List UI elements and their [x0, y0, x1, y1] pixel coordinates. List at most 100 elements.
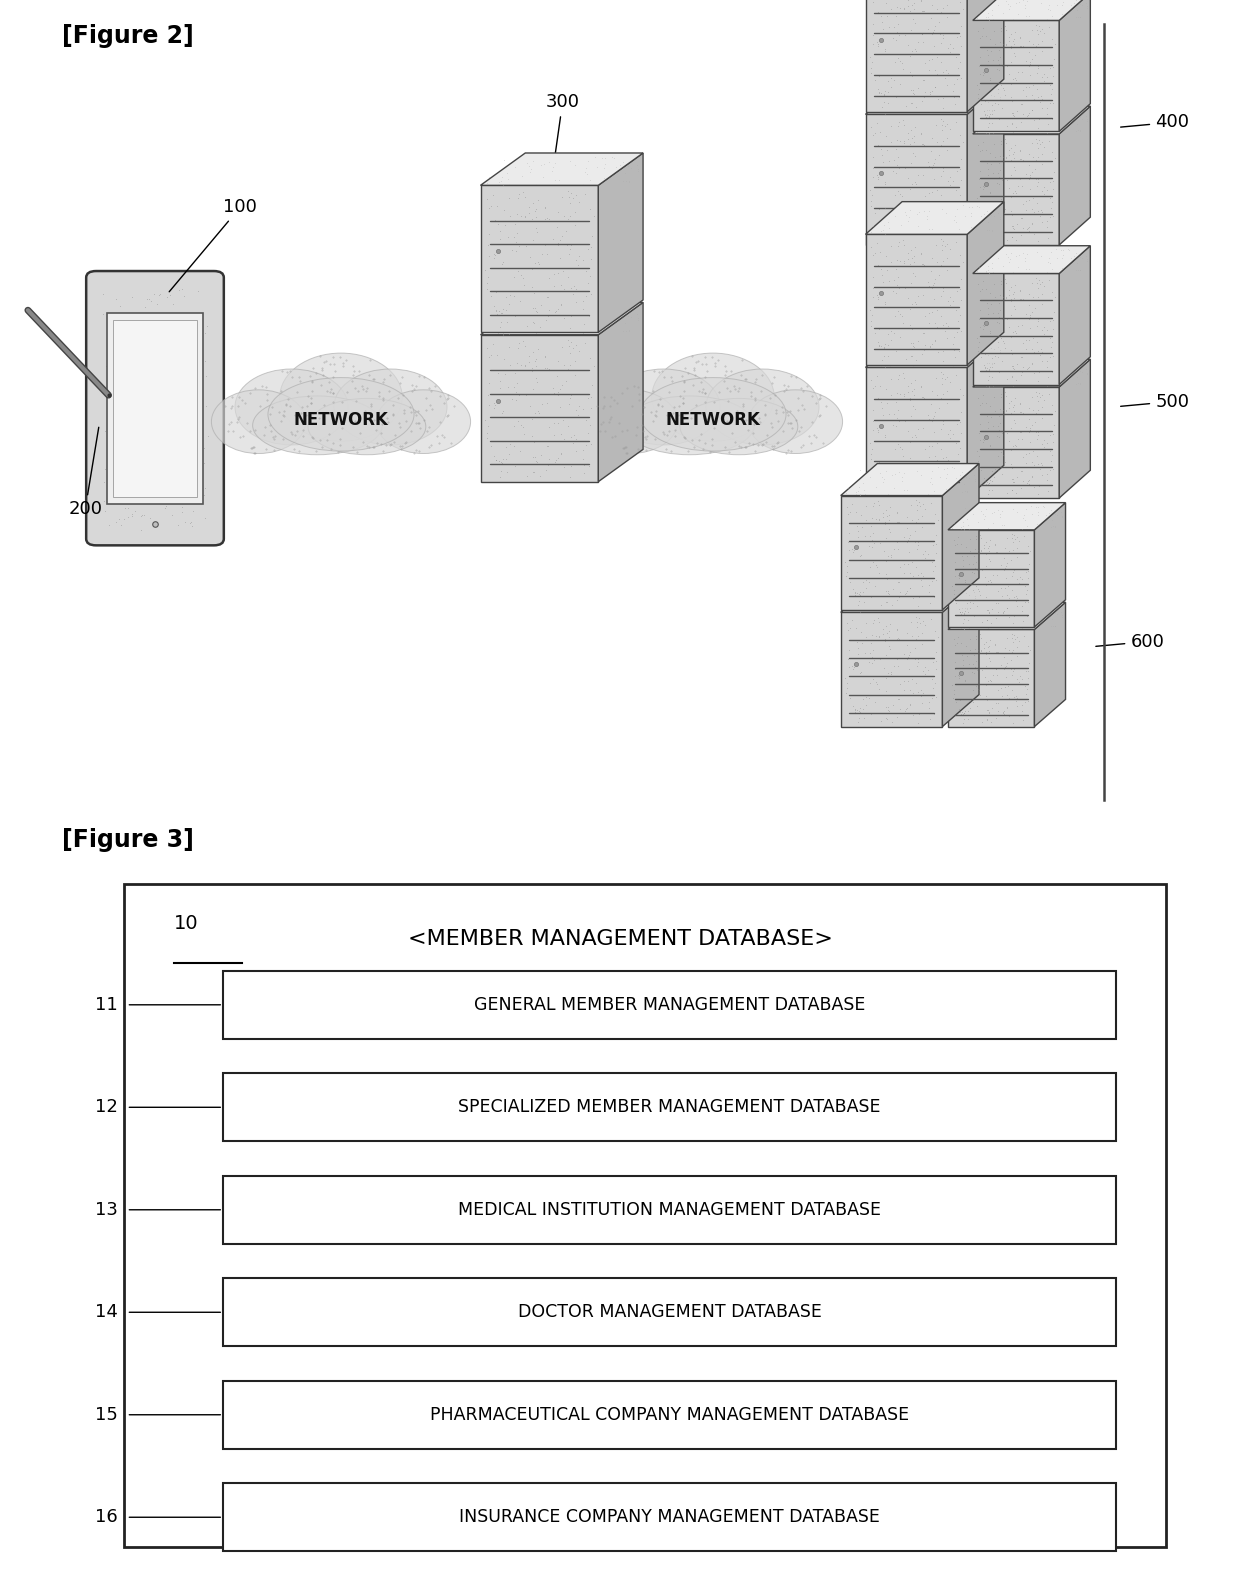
- Point: [890, 129, 910, 154]
- Point: [1012, 345, 1032, 371]
- Point: [982, 151, 1002, 176]
- Point: [955, 568, 975, 593]
- Point: [516, 184, 536, 209]
- Point: [936, 465, 956, 490]
- Point: [552, 372, 572, 397]
- Point: [925, 460, 945, 485]
- Point: [899, 338, 919, 363]
- Point: [903, 623, 923, 648]
- Point: [954, 614, 973, 639]
- Point: [955, 617, 975, 642]
- Point: [873, 336, 893, 361]
- Point: [968, 190, 988, 215]
- Point: [894, 645, 914, 670]
- Point: [862, 188, 882, 214]
- Point: [949, 663, 968, 688]
- Point: [618, 303, 637, 328]
- Point: [900, 151, 920, 176]
- Point: [972, 557, 992, 582]
- Point: [1034, 182, 1054, 207]
- Point: [997, 650, 1017, 675]
- Point: [924, 403, 944, 429]
- Point: [887, 160, 906, 185]
- Point: [973, 312, 993, 338]
- Point: [946, 210, 966, 236]
- Point: [99, 512, 119, 537]
- Point: [961, 327, 981, 352]
- Point: [1038, 250, 1058, 275]
- Point: [1007, 593, 1027, 619]
- Point: [862, 115, 882, 140]
- Point: [961, 83, 981, 108]
- Point: [1006, 386, 1025, 411]
- Point: [549, 245, 569, 270]
- Point: [911, 154, 931, 179]
- Point: [133, 385, 153, 410]
- Point: [1038, 220, 1058, 245]
- Point: [177, 402, 197, 427]
- Point: [906, 510, 926, 535]
- Point: [968, 74, 988, 99]
- Point: [1028, 598, 1048, 623]
- Point: [1048, 358, 1068, 383]
- Point: [878, 661, 898, 686]
- Point: [982, 468, 1002, 493]
- Point: [971, 598, 991, 623]
- Point: [1003, 611, 1023, 636]
- Point: [909, 94, 929, 119]
- Point: [911, 0, 931, 13]
- Ellipse shape: [625, 396, 754, 455]
- Point: [874, 82, 894, 107]
- Point: [523, 295, 543, 320]
- Point: [940, 418, 960, 443]
- Point: [595, 295, 615, 320]
- Polygon shape: [973, 246, 1090, 273]
- Point: [913, 620, 932, 645]
- Point: [905, 289, 925, 314]
- Point: [975, 88, 994, 113]
- Point: [180, 371, 200, 396]
- Point: [1071, 360, 1091, 385]
- Point: [868, 166, 888, 192]
- Point: [921, 685, 941, 710]
- Point: [577, 432, 596, 457]
- Point: [926, 648, 946, 674]
- Point: [980, 432, 999, 457]
- Point: [988, 105, 1008, 130]
- Point: [926, 366, 946, 391]
- Point: [1035, 502, 1055, 528]
- Point: [962, 689, 982, 714]
- Point: [533, 165, 553, 190]
- Point: [988, 330, 1008, 355]
- Point: [870, 469, 890, 495]
- Point: [1002, 214, 1022, 239]
- Point: [1011, 25, 1030, 50]
- Point: [990, 283, 1009, 308]
- Point: [961, 94, 981, 119]
- Point: [926, 685, 946, 710]
- Point: [913, 564, 932, 589]
- Point: [990, 311, 1009, 336]
- Point: [991, 297, 1011, 322]
- Point: [1017, 52, 1037, 77]
- Point: [913, 658, 932, 683]
- Point: [955, 517, 975, 542]
- Point: [990, 30, 1009, 55]
- Point: [1021, 303, 1040, 328]
- Point: [919, 579, 939, 604]
- Point: [543, 226, 563, 251]
- Point: [1013, 603, 1033, 628]
- Point: [560, 305, 580, 330]
- Point: [978, 414, 998, 440]
- Point: [928, 195, 947, 220]
- Point: [856, 623, 875, 648]
- Point: [976, 653, 996, 678]
- Ellipse shape: [268, 377, 414, 451]
- Point: [1076, 0, 1096, 16]
- Point: [1018, 589, 1038, 614]
- Point: [988, 47, 1008, 72]
- Point: [1053, 254, 1073, 279]
- Point: [903, 171, 923, 196]
- Point: [978, 517, 998, 542]
- Point: [1033, 593, 1053, 619]
